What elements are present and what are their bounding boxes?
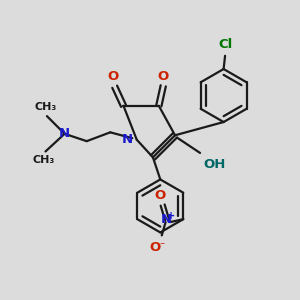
Text: N: N (122, 133, 133, 146)
Text: ⁻: ⁻ (160, 241, 165, 251)
Text: O: O (154, 188, 165, 202)
Text: OH: OH (203, 158, 225, 171)
Text: O: O (108, 70, 119, 83)
Text: CH₃: CH₃ (34, 102, 57, 112)
Text: O: O (150, 241, 161, 254)
Text: N: N (161, 213, 172, 226)
Text: O: O (158, 70, 169, 83)
Text: N: N (59, 127, 70, 140)
Text: +: + (167, 211, 175, 221)
Text: CH₃: CH₃ (33, 155, 55, 165)
Text: Cl: Cl (218, 38, 232, 51)
